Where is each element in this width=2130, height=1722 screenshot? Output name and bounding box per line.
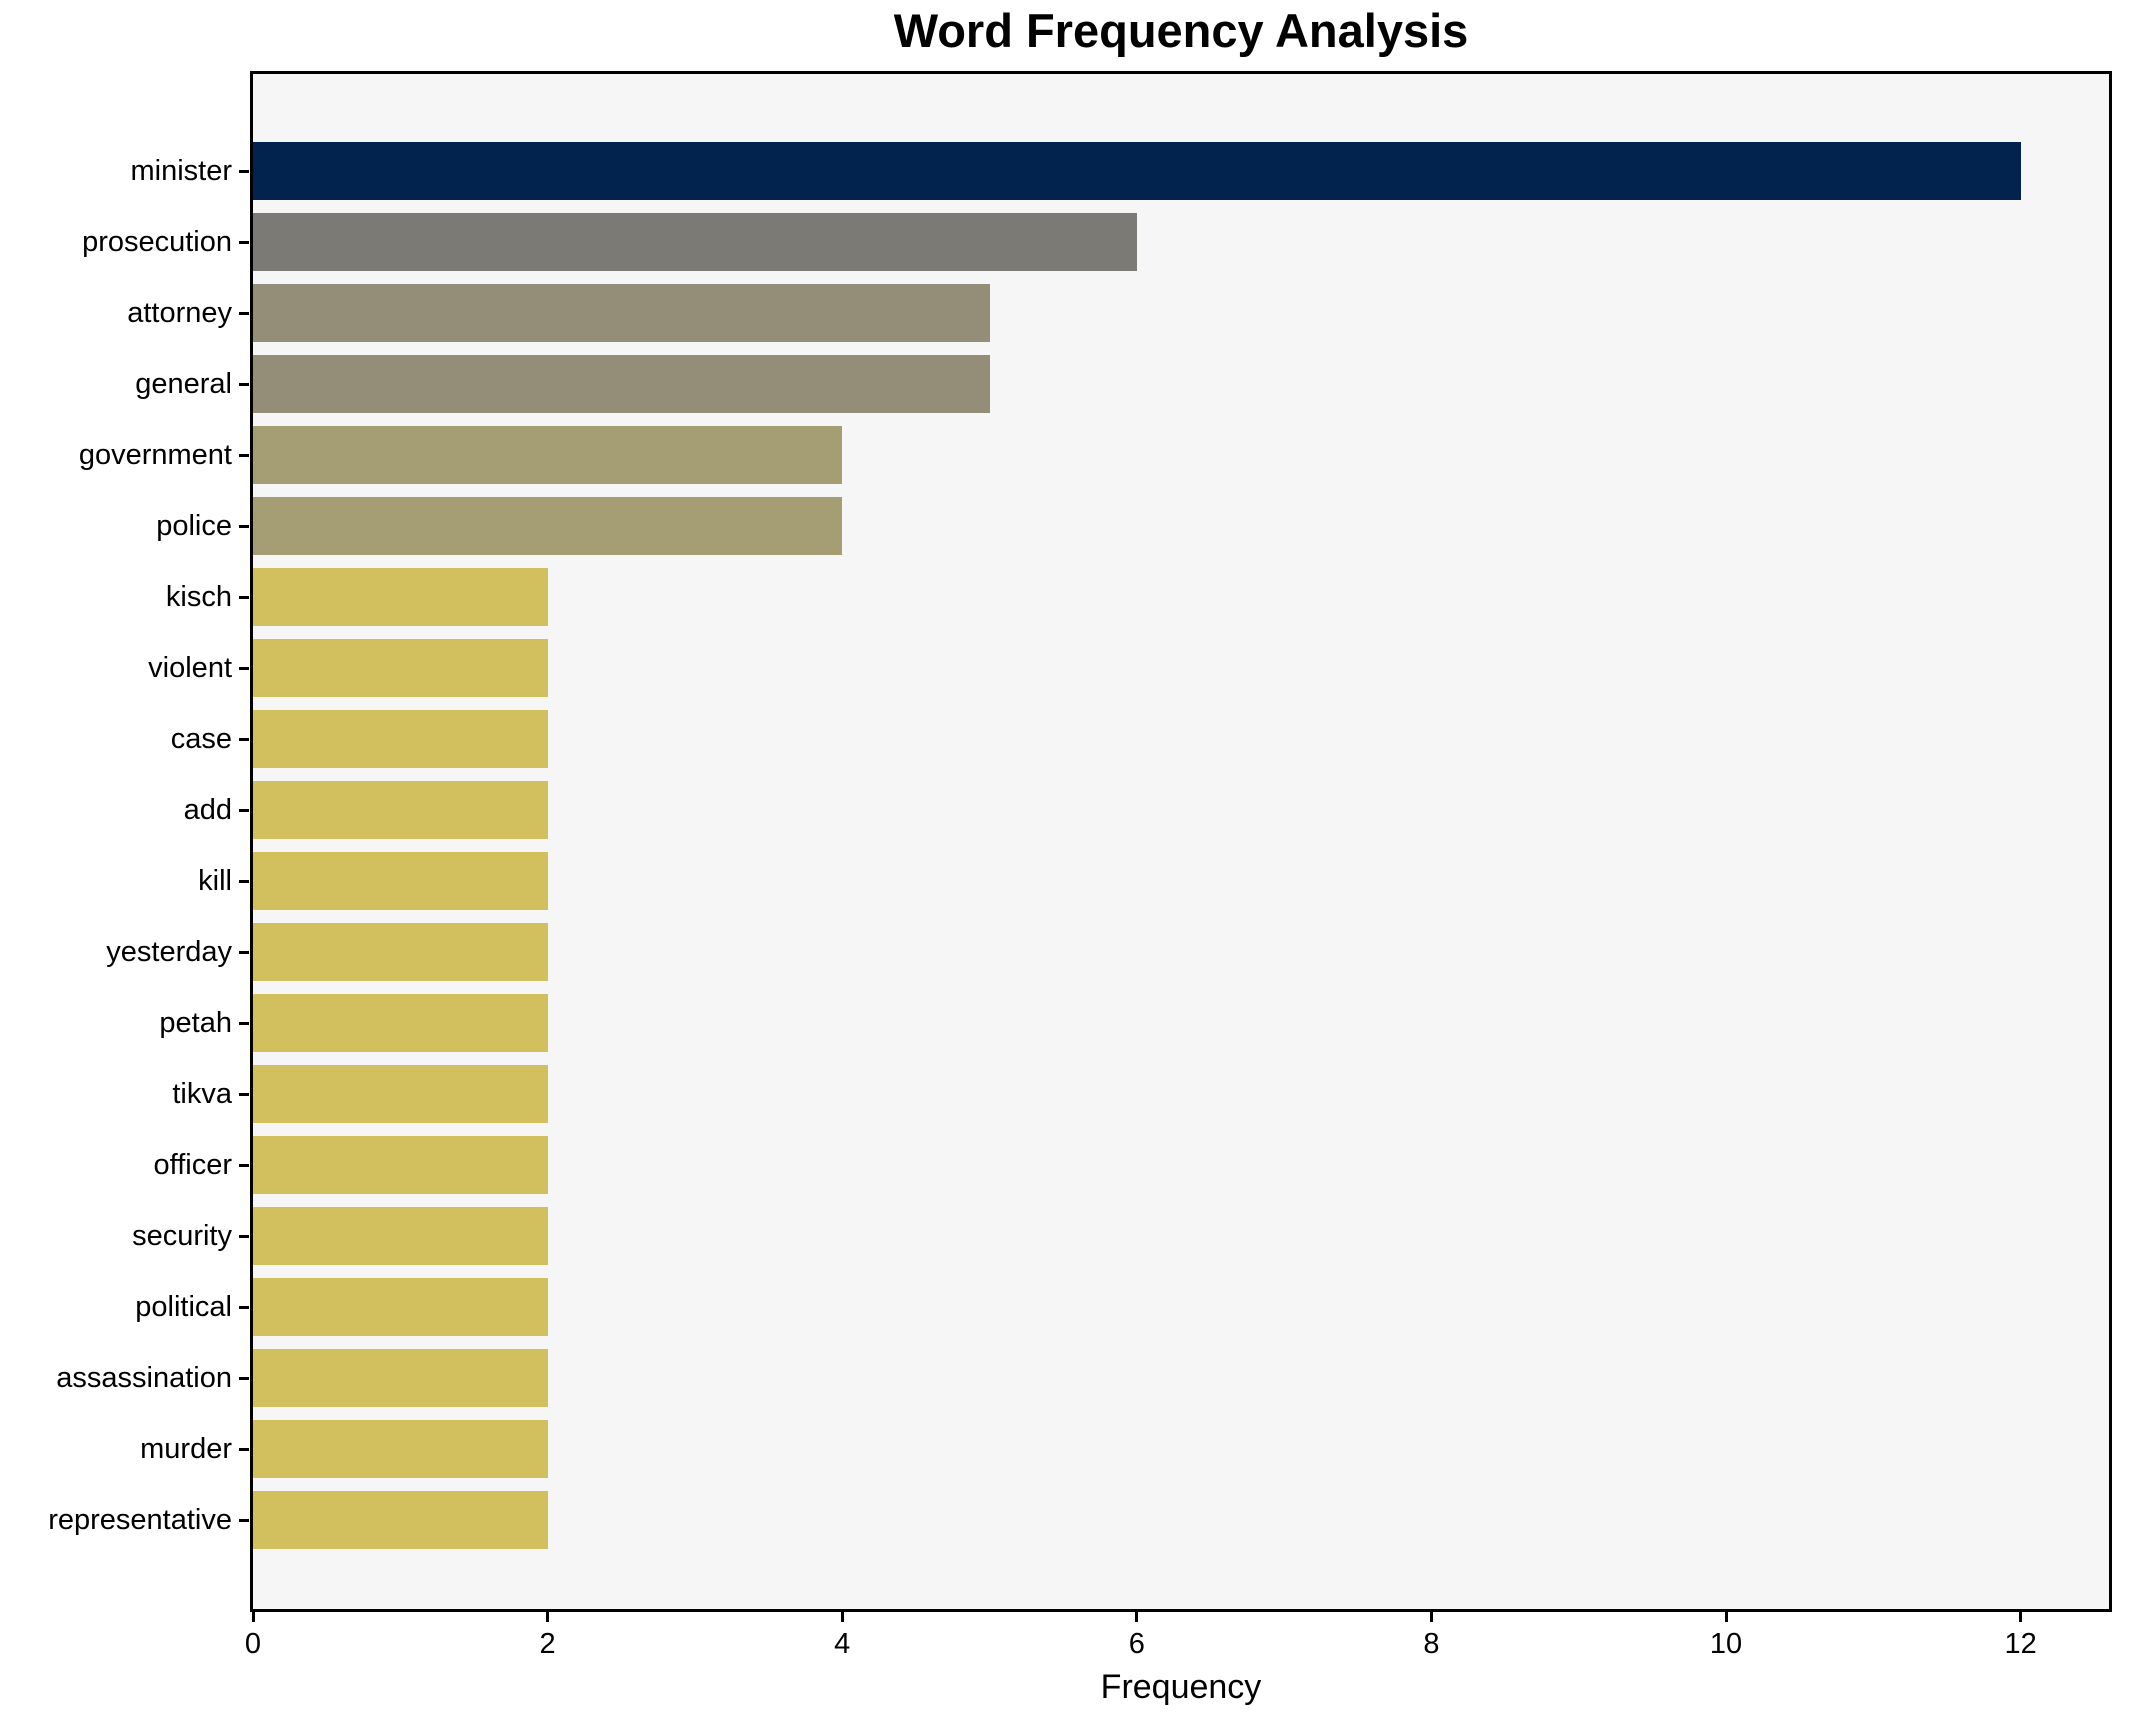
x-tick-mark: [1135, 1612, 1139, 1622]
y-tick-label-yesterday: yesterday: [106, 936, 232, 968]
chart-title: Word Frequency Analysis: [893, 4, 1469, 57]
y-tick-label-government: government: [78, 439, 232, 471]
bar-police: [253, 497, 843, 555]
y-tick-label-add: add: [183, 794, 232, 826]
y-tick-mark: [239, 880, 249, 883]
y-tick-label-prosecution: prosecution: [82, 226, 232, 258]
y-tick-mark: [239, 241, 249, 244]
y-tick-label-murder: murder: [140, 1433, 232, 1465]
y-tick-mark: [239, 1306, 249, 1309]
plot-area: [250, 71, 2112, 1612]
y-tick-label-kill: kill: [198, 865, 232, 897]
x-tick-label-6: 6: [1128, 1628, 1145, 1660]
y-tick-label-assassination: assassination: [56, 1362, 232, 1394]
y-tick-mark: [239, 1093, 249, 1096]
bar-general: [253, 355, 990, 413]
y-tick-mark: [239, 454, 249, 457]
x-tick-mark: [546, 1612, 550, 1622]
bar-case: [253, 710, 548, 768]
y-tick-mark: [239, 525, 249, 528]
bar-security: [253, 1207, 548, 1265]
y-tick-label-minister: minister: [130, 155, 232, 187]
y-tick-label-representative: representative: [48, 1504, 232, 1536]
y-tick-mark: [239, 170, 249, 173]
y-tick-mark: [239, 1235, 249, 1238]
y-tick-mark: [239, 383, 249, 386]
x-tick-mark: [1724, 1612, 1728, 1622]
x-tick-label-12: 12: [2004, 1628, 2037, 1660]
x-tick-mark: [840, 1612, 844, 1622]
x-tick-label-0: 0: [244, 1628, 262, 1660]
x-tick-mark: [1429, 1612, 1433, 1622]
bar-representative: [253, 1491, 548, 1549]
x-tick-label-10: 10: [1709, 1628, 1743, 1660]
bar-kisch: [253, 568, 548, 626]
bar-government: [253, 426, 843, 484]
bar-yesterday: [253, 923, 548, 981]
bar-violent: [253, 639, 548, 697]
y-tick-label-petah: petah: [159, 1007, 232, 1039]
bar-add: [253, 781, 548, 839]
y-tick-mark: [239, 951, 249, 954]
x-tick-mark: [2019, 1612, 2023, 1622]
bar-minister: [253, 142, 2021, 200]
x-tick-label-2: 2: [539, 1628, 556, 1660]
y-tick-label-tikva: tikva: [172, 1078, 232, 1110]
y-tick-label-attorney: attorney: [127, 297, 232, 329]
y-tick-label-officer: officer: [153, 1149, 232, 1181]
bar-prosecution: [253, 213, 1137, 271]
bar-murder: [253, 1420, 548, 1478]
y-tick-mark: [239, 1022, 249, 1025]
y-tick-label-police: police: [156, 510, 232, 542]
bar-assassination: [253, 1349, 548, 1407]
y-tick-mark: [239, 1164, 249, 1167]
y-tick-mark: [239, 809, 249, 812]
y-tick-label-kisch: kisch: [165, 581, 232, 613]
y-tick-mark: [239, 667, 249, 670]
y-tick-mark: [239, 312, 249, 315]
x-tick-mark: [251, 1612, 255, 1622]
bar-officer: [253, 1136, 548, 1194]
bar-attorney: [253, 284, 990, 342]
x-tick-label-4: 4: [834, 1628, 851, 1660]
x-tick-label-8: 8: [1423, 1628, 1440, 1660]
y-tick-label-violent: violent: [148, 652, 232, 684]
y-tick-label-general: general: [135, 368, 232, 400]
y-tick-mark: [239, 1448, 249, 1451]
y-tick-label-case: case: [170, 723, 232, 755]
y-tick-mark: [239, 1519, 249, 1522]
bar-tikva: [253, 1065, 548, 1123]
bar-kill: [253, 852, 548, 910]
bar-political: [253, 1278, 548, 1336]
x-axis-label: Frequency: [1100, 1668, 1262, 1706]
y-tick-mark: [239, 1377, 249, 1380]
y-tick-label-political: political: [135, 1291, 232, 1323]
y-tick-mark: [239, 738, 249, 741]
y-tick-mark: [239, 596, 249, 599]
bar-petah: [253, 994, 548, 1052]
y-tick-label-security: security: [132, 1220, 232, 1252]
